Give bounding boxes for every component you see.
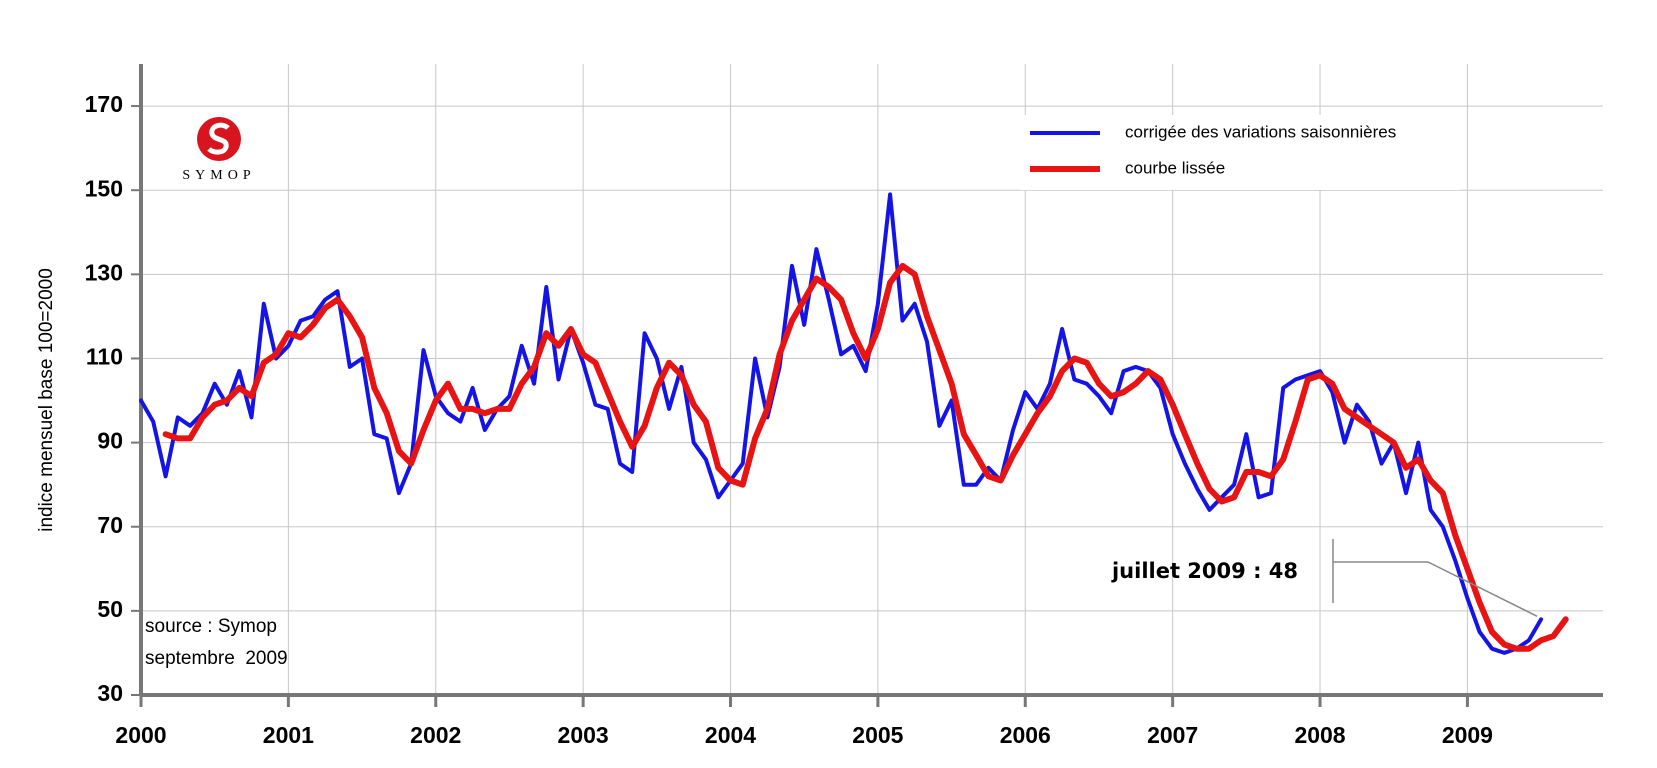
y-tick-label: 110 bbox=[86, 344, 123, 370]
x-tick-label: 2001 bbox=[263, 722, 314, 748]
x-tick-label: 2002 bbox=[410, 722, 461, 748]
x-tick-label: 2000 bbox=[115, 722, 166, 748]
y-tick-label: 150 bbox=[85, 175, 123, 201]
logo-text: SYMOP bbox=[182, 168, 255, 183]
x-tick-label: 2004 bbox=[705, 722, 756, 748]
legend-box bbox=[1020, 115, 1460, 190]
x-tick-label: 2006 bbox=[1000, 722, 1051, 748]
series-line bbox=[139, 192, 1544, 655]
x-tick-label: 2003 bbox=[558, 722, 609, 748]
x-tick-label: 2008 bbox=[1294, 722, 1345, 748]
annotation-text: juillet 2009 : 48 bbox=[1111, 559, 1298, 583]
x-tick-label: 2007 bbox=[1147, 722, 1198, 748]
logo-s bbox=[207, 122, 230, 155]
y-tick-label: 130 bbox=[85, 259, 123, 285]
annotation-leader bbox=[1333, 561, 1538, 617]
y-tick-label: 50 bbox=[97, 596, 123, 622]
y-tick-label: 30 bbox=[97, 680, 123, 706]
y-axis-label: indice mensuel base 100=2000 bbox=[36, 268, 57, 532]
y-tick-label: 70 bbox=[97, 512, 123, 538]
legend-label: corrigée des variations saisonnières bbox=[1125, 122, 1396, 141]
legend-label: courbe lissée bbox=[1125, 158, 1225, 177]
x-tick-label: 2005 bbox=[852, 722, 903, 748]
source-date: septembre 2009 bbox=[145, 648, 288, 669]
x-tick-label: 2009 bbox=[1442, 722, 1493, 748]
logo: SYMOP bbox=[182, 117, 255, 183]
y-tick-label: 170 bbox=[85, 91, 123, 117]
source-line: source : Symop bbox=[145, 616, 277, 637]
series-line bbox=[162, 262, 1569, 652]
y-tick-label: 90 bbox=[97, 428, 123, 454]
